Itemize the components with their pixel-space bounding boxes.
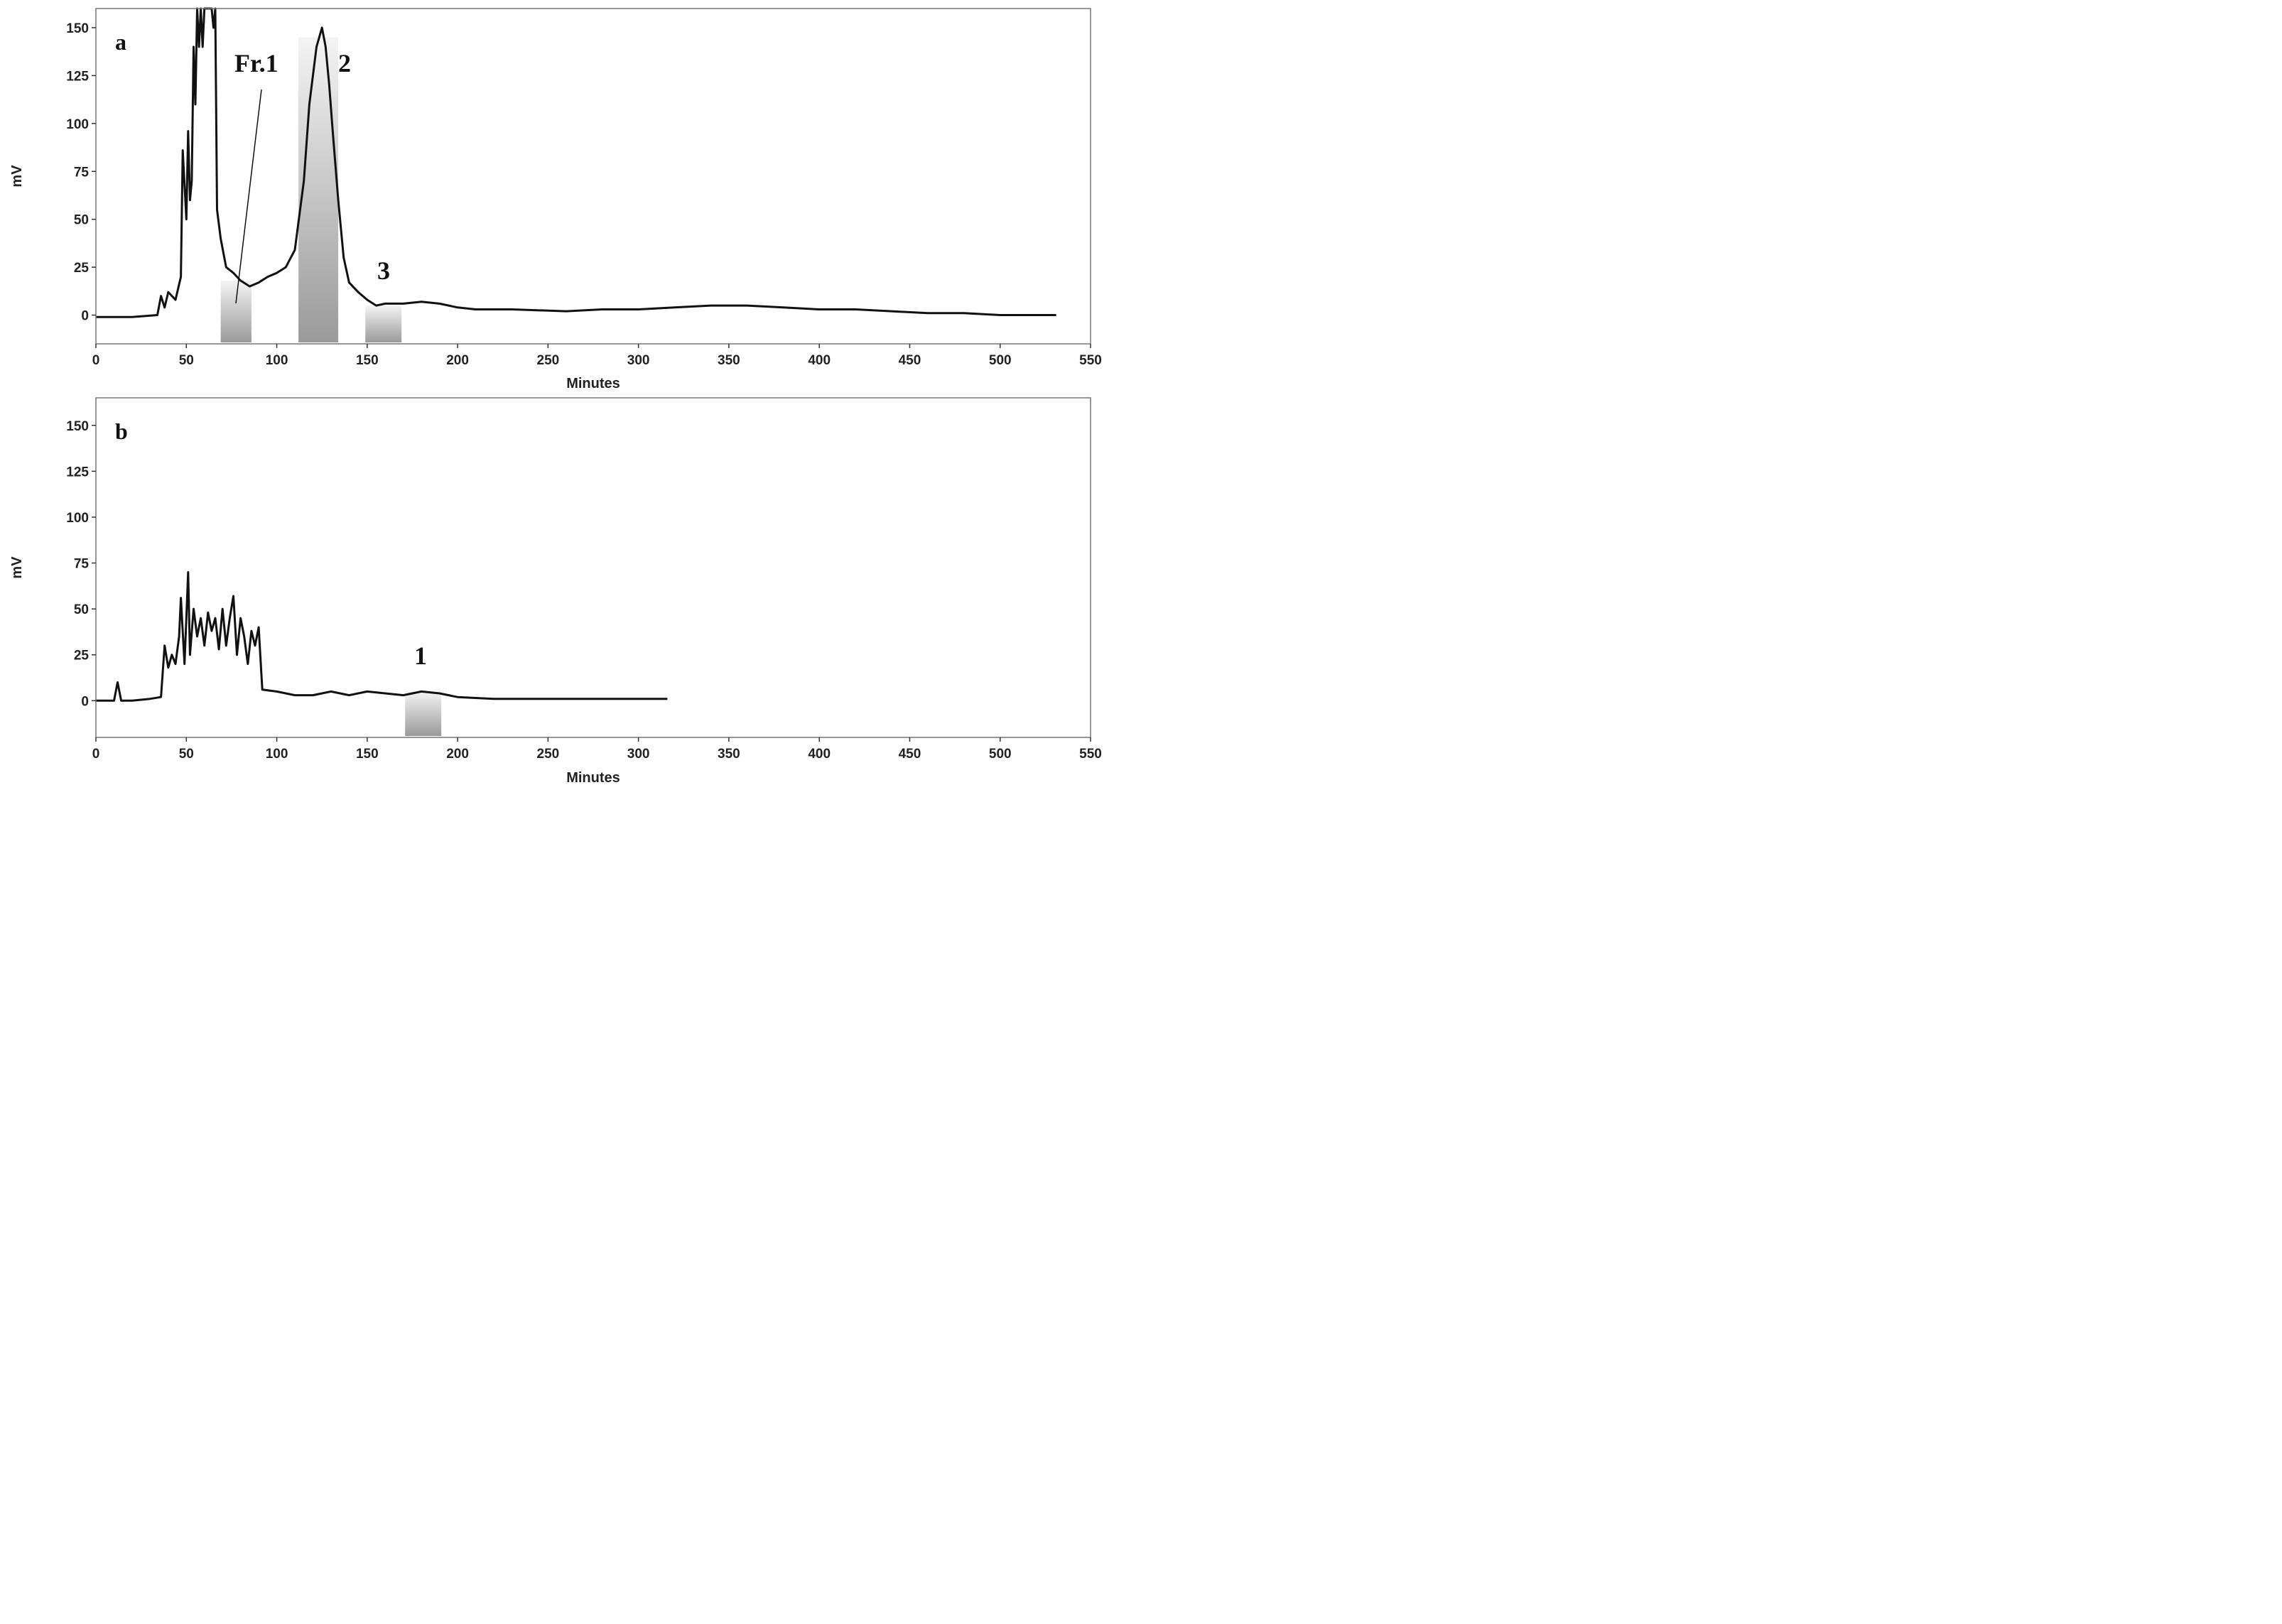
panel-a-annotation-3: 3 xyxy=(377,256,390,285)
panel-a-y-ticks: 0 25 50 75 100 125 150 xyxy=(66,21,96,324)
x-tick-label: 200 xyxy=(446,353,469,368)
panel-a-x-ticks: 0 50 100 150 200 250 300 350 400 450 500 550 xyxy=(92,344,1102,368)
x-tick-label: 300 xyxy=(627,353,650,368)
x-tick-label: 550 xyxy=(1079,747,1102,762)
x-tick-label: 250 xyxy=(537,747,560,762)
x-tick-label: 500 xyxy=(989,353,1012,368)
y-tick-label: 0 xyxy=(81,309,89,324)
y-tick-label: 75 xyxy=(74,557,90,572)
x-tick-label: 100 xyxy=(266,353,288,368)
x-tick-label: 450 xyxy=(899,747,921,762)
x-tick-label: 50 xyxy=(179,353,194,368)
panel-a: 0 50 100 150 200 250 300 350 400 450 500 550 0 25 50 7… xyxy=(9,7,1102,391)
panel-a-x-axis-title: Minutes xyxy=(566,376,620,391)
panel-b: 0 50 100 150 200 250 300 350 400 450 500 550 0 25 50 7… xyxy=(9,397,1102,786)
panel-a-fraction-2-shade xyxy=(298,37,339,342)
panel-b-frame xyxy=(95,397,1091,738)
x-tick-label: 500 xyxy=(989,747,1012,762)
panel-a-annotation-2: 2 xyxy=(338,49,351,77)
x-tick-label: 350 xyxy=(718,353,740,368)
chromatogram-figure: 0 50 100 150 200 250 300 350 400 450 500 550 025507… xyxy=(9,7,1102,786)
panel-a-y-axis-title: mV xyxy=(9,165,25,188)
panel-a-fraction-1-shade xyxy=(220,280,252,342)
panel-a-frame xyxy=(95,8,1091,345)
panel-a-annotation-fr1: Fr.1 xyxy=(234,49,279,77)
x-tick-label: 550 xyxy=(1079,353,1102,368)
x-tick-label: 350 xyxy=(718,747,740,762)
x-tick-label: 150 xyxy=(356,747,379,762)
y-tick-label: 100 xyxy=(66,511,89,526)
y-tick-label: 150 xyxy=(66,21,89,36)
panel-b-x-axis-title: Minutes xyxy=(566,770,620,786)
y-tick-label: 50 xyxy=(74,602,89,617)
panel-b-trace xyxy=(96,571,668,702)
y-tick-label: 125 xyxy=(66,69,89,84)
panel-a-letter: a xyxy=(115,29,126,55)
y-tick-label: 150 xyxy=(66,419,89,434)
y-tick-label: 25 xyxy=(74,649,90,664)
panel-b-x-ticks: 0 50 100 150 200 250 300 350 400 450 500 550 xyxy=(92,737,1102,762)
panel-b-annotation-1: 1 xyxy=(414,642,427,670)
panel-b-letter: b xyxy=(115,418,128,444)
panel-b-y-axis-title: mV xyxy=(9,556,25,579)
panel-b-y-ticks: 0 25 50 75 100 125 150 xyxy=(66,419,96,709)
x-tick-label: 100 xyxy=(266,747,288,762)
y-tick-label: 125 xyxy=(66,465,89,480)
panel-a-shaded-regions xyxy=(220,37,402,342)
y-tick-label: 50 xyxy=(74,213,89,228)
x-tick-label: 450 xyxy=(899,353,921,368)
x-tick-label: 200 xyxy=(446,747,469,762)
y-tick-label: 0 xyxy=(81,694,89,709)
x-tick-label: 400 xyxy=(808,353,831,368)
panel-a-trace xyxy=(96,7,1056,318)
panel-b-shaded-regions xyxy=(405,691,442,736)
x-tick-label: 50 xyxy=(179,747,194,762)
x-tick-label: 300 xyxy=(627,747,650,762)
x-tick-label: 400 xyxy=(808,747,831,762)
panel-b-fraction-1-shade xyxy=(405,691,442,736)
panel-a-fr1-leader-line xyxy=(235,89,262,304)
y-tick-label: 25 xyxy=(74,261,90,276)
panel-a-fraction-3-shade xyxy=(365,305,402,342)
x-tick-label: 0 xyxy=(92,353,100,368)
y-tick-label: 100 xyxy=(66,117,89,132)
x-tick-label: 150 xyxy=(356,353,379,368)
y-tick-label: 75 xyxy=(74,165,90,180)
x-tick-label: 0 xyxy=(92,747,100,762)
x-tick-label: 250 xyxy=(537,353,560,368)
